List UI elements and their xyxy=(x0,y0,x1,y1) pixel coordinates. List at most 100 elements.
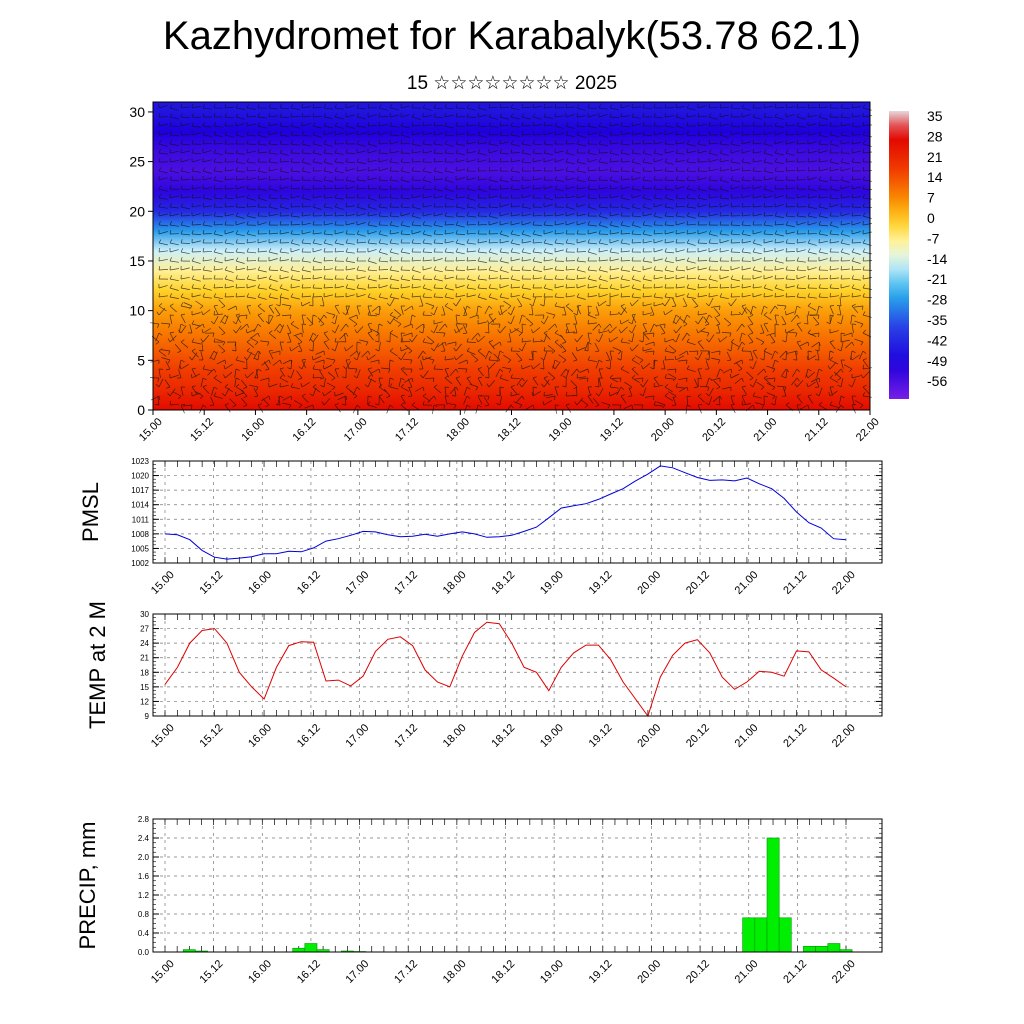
wind-barb xyxy=(367,296,377,300)
wind-barb-feather xyxy=(829,314,834,317)
wind-barb-feather xyxy=(730,221,733,226)
wind-barb xyxy=(785,106,795,109)
wind-barb-feather xyxy=(488,212,492,217)
wind-barb-feather xyxy=(169,257,172,262)
wind-barb xyxy=(323,179,333,182)
wind-barb xyxy=(323,214,333,217)
wind-barb-feather xyxy=(466,266,468,271)
wind-barb-feather xyxy=(322,365,325,370)
wind-barb xyxy=(211,386,215,396)
wind-barb-feather xyxy=(386,340,391,343)
wind-barb xyxy=(598,377,602,387)
wind-barb-feather xyxy=(488,305,493,309)
wind-barb xyxy=(279,170,289,174)
wind-barb-feather xyxy=(466,104,470,109)
wind-barb xyxy=(840,116,850,119)
wind-barb xyxy=(554,169,564,172)
wind-barb-feather xyxy=(356,230,360,235)
wind-barb xyxy=(249,384,259,388)
wind-barb xyxy=(851,354,860,361)
wind-barb-feather xyxy=(653,194,656,199)
wind-barb xyxy=(202,150,212,154)
wind-barb-feather xyxy=(598,176,601,181)
wind-barb xyxy=(576,285,586,289)
wind-barb xyxy=(587,286,597,289)
wind-barb-feather xyxy=(310,338,314,343)
wind-barb xyxy=(576,213,586,217)
wind-barb-feather xyxy=(532,194,535,199)
wind-barb-feather xyxy=(554,185,558,190)
wind-barb-feather xyxy=(851,303,856,307)
wind-barb-feather xyxy=(366,356,369,361)
wind-barb xyxy=(449,368,457,376)
wind-barb-feather xyxy=(400,266,403,271)
y-tick-label: 1008 xyxy=(131,530,149,539)
wind-barb-feather xyxy=(466,194,470,199)
wind-barb xyxy=(576,170,586,173)
wind-barb-feather xyxy=(422,257,424,262)
y-tick-label: 9 xyxy=(145,712,150,721)
wind-barb xyxy=(449,386,457,395)
wind-barb-feather xyxy=(257,293,261,298)
wind-barb xyxy=(609,107,619,111)
wind-barb xyxy=(730,342,733,352)
wind-barb-feather xyxy=(431,359,435,364)
wind-barb-feather xyxy=(752,305,757,309)
wind-barb xyxy=(686,197,696,200)
wind-barb xyxy=(180,404,185,414)
wind-barb xyxy=(833,371,842,379)
wind-barb xyxy=(752,213,762,217)
wind-barb-feather xyxy=(697,212,700,217)
wind-barb-feather xyxy=(202,248,205,253)
wind-barb xyxy=(279,259,289,262)
wind-barb xyxy=(312,106,323,109)
wind-barb-feather xyxy=(321,401,325,406)
wind-barb-feather xyxy=(521,337,523,343)
wind-barb xyxy=(293,332,303,337)
section-x-tick-label: 19.12 xyxy=(598,416,626,444)
wind-barb-feather xyxy=(763,185,767,190)
wind-barb-feather xyxy=(213,113,216,118)
wind-barb-feather xyxy=(686,257,690,262)
x-tick-label: 18.12 xyxy=(489,722,517,750)
wind-barb-feather xyxy=(496,359,501,363)
wind-barb xyxy=(235,123,245,127)
wind-barb xyxy=(323,364,333,370)
wind-barb xyxy=(246,352,253,361)
wind-barb xyxy=(279,134,289,137)
wind-barb-feather xyxy=(818,131,822,136)
wind-barb-feather xyxy=(719,131,723,136)
wind-barb xyxy=(433,195,443,199)
wind-barb xyxy=(388,377,391,387)
wind-barb xyxy=(345,345,354,352)
wind-barb xyxy=(499,106,510,109)
wind-barb xyxy=(301,170,311,174)
wind-barb xyxy=(158,224,169,227)
wind-barb xyxy=(246,134,256,137)
wind-barb xyxy=(708,278,718,282)
wind-barb-feather xyxy=(466,248,469,253)
wind-barb-feather xyxy=(213,230,217,235)
wind-barb xyxy=(576,397,584,406)
wind-barb xyxy=(664,150,674,154)
wind-barb-feather xyxy=(551,377,556,381)
wind-barb xyxy=(598,249,608,253)
wind-barb-feather xyxy=(224,185,227,190)
wind-barb xyxy=(411,195,421,199)
wind-barb-feather xyxy=(344,347,347,352)
wind-barb-feather xyxy=(551,350,556,354)
wind-barb-feather xyxy=(268,230,271,235)
wind-barb-feather xyxy=(785,122,788,127)
wind-barb xyxy=(785,160,795,163)
wind-barb xyxy=(631,278,641,282)
x-tick-label: 22.00 xyxy=(830,722,858,750)
wind-barb-feather xyxy=(565,167,568,172)
wind-barb xyxy=(850,350,853,360)
wind-barb-feather xyxy=(763,140,767,145)
wind-barb-feather xyxy=(653,212,657,217)
wind-barb xyxy=(257,170,267,174)
wind-barb xyxy=(224,231,234,235)
wind-barb-feather xyxy=(782,323,787,326)
wind-barb xyxy=(488,150,498,154)
wind-barb-feather xyxy=(466,148,468,154)
